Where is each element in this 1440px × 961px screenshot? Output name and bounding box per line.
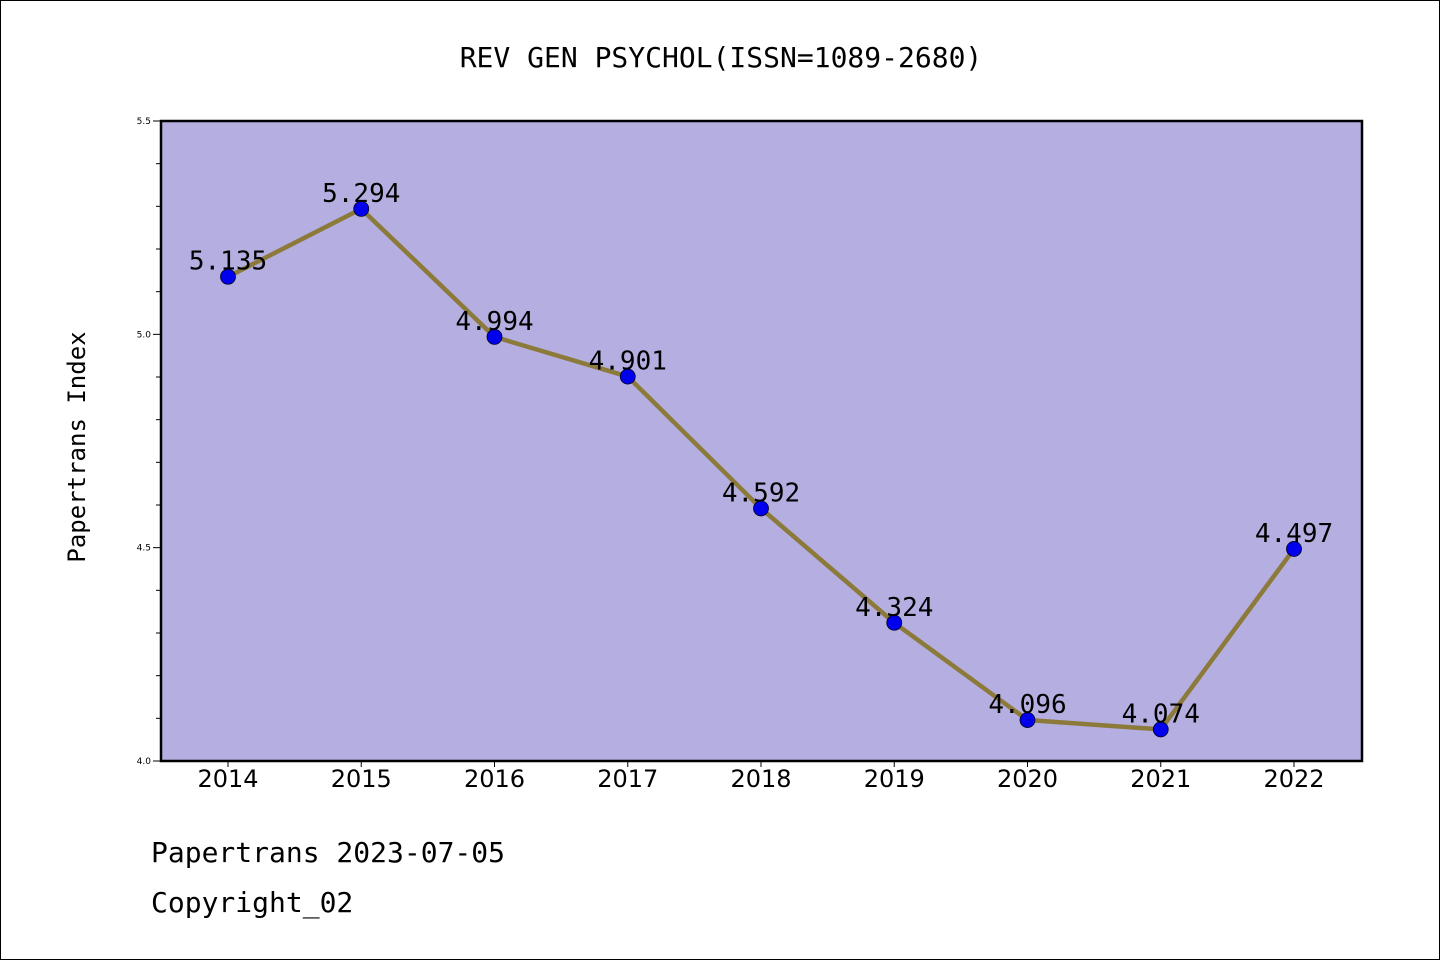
data-labels: 5.135 5.294 4.994 4.901 4.592 4.324 4.096 4.074… <box>189 179 1333 730</box>
data-markers <box>220 200 1302 738</box>
data-label: 4.096 <box>988 690 1066 720</box>
x-tick-label: 2018 <box>730 765 791 793</box>
data-point <box>619 368 636 385</box>
data-point <box>353 200 370 217</box>
y-tick-label: 4.0 <box>137 757 152 767</box>
data-label: 5.294 <box>322 179 400 209</box>
data-label: 4.324 <box>855 593 933 623</box>
data-label: 4.592 <box>722 478 800 508</box>
data-label: 4.497 <box>1255 519 1333 549</box>
x-tick-label: 2019 <box>864 765 925 793</box>
data-label: 4.901 <box>589 347 667 377</box>
y-axis-ticks: 4.0 4.5 5.0 5.5 <box>137 117 161 767</box>
x-tick-label: 2017 <box>597 765 658 793</box>
data-point <box>1152 721 1169 738</box>
data-point <box>886 614 903 631</box>
data-point <box>1019 712 1036 728</box>
footer-date-text: Papertrans 2023-07-05 <box>151 836 506 869</box>
data-label: 4.994 <box>455 307 533 337</box>
x-axis-ticks: 2014 2015 2016 2017 2018 2019 2020 2021 2022 <box>197 761 1325 793</box>
x-tick-label: 2016 <box>464 765 525 793</box>
y-axis-label: Papertrans Index <box>63 331 91 562</box>
x-tick-label: 2014 <box>197 765 258 793</box>
plot-area <box>159 119 1364 763</box>
data-label: 5.135 <box>189 247 267 277</box>
chart-title: REV GEN PSYCHOL(ISSN=1089-2680) <box>460 41 983 74</box>
footer-copyright-text: Copyright_02 <box>151 886 354 919</box>
x-tick-label: 2022 <box>1263 765 1324 793</box>
y-tick-label: 4.5 <box>137 544 151 554</box>
data-point <box>220 268 236 285</box>
data-point <box>753 500 769 517</box>
x-tick-label: 2021 <box>1130 765 1191 793</box>
data-label: 4.074 <box>1122 699 1200 729</box>
data-point <box>486 328 503 345</box>
y-tick-label: 5.0 <box>137 330 152 340</box>
x-tick-label: 2020 <box>997 765 1058 793</box>
y-tick-label: 5.5 <box>137 117 151 127</box>
data-point <box>1286 541 1302 557</box>
x-tick-label: 2015 <box>331 765 392 793</box>
